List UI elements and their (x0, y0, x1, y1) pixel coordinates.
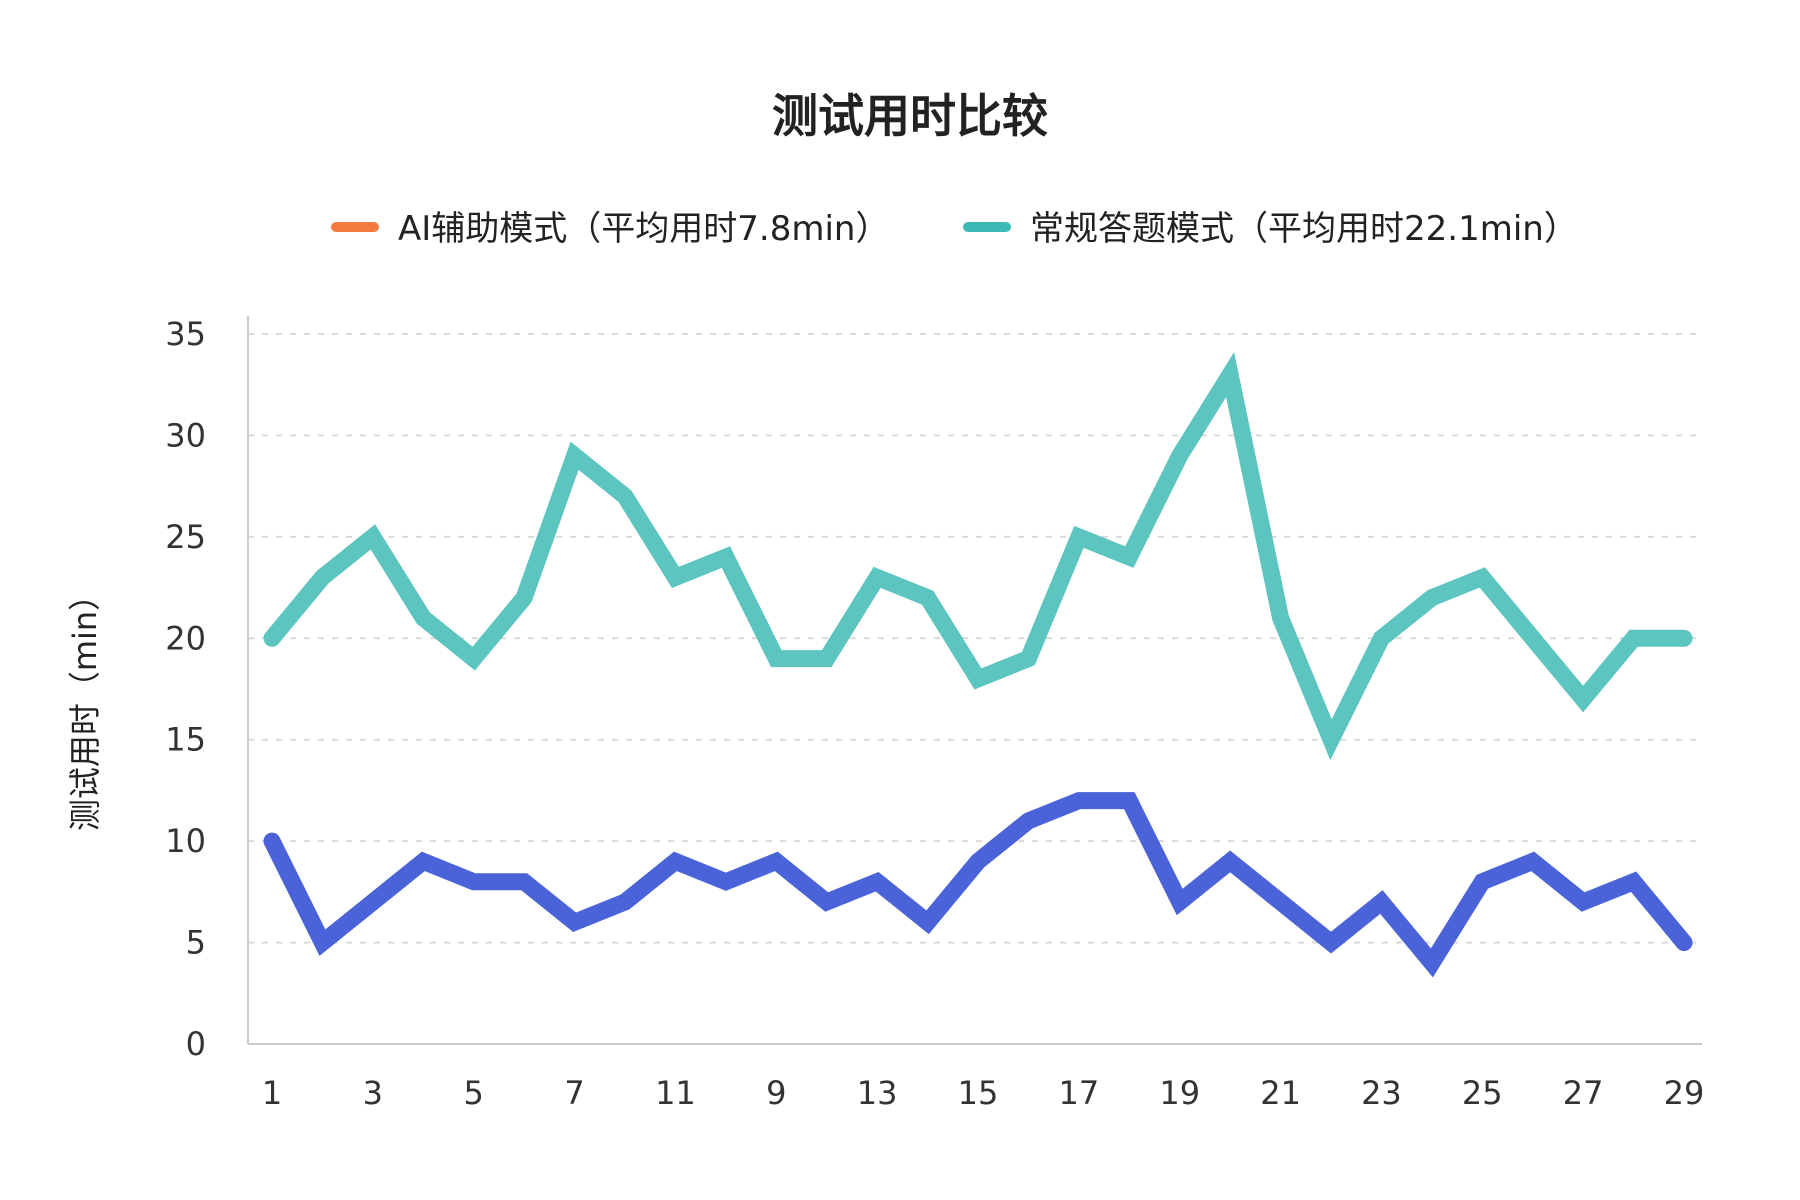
legend-item-ai[interactable]: AI辅助模式（平均用时7.8min） (331, 209, 889, 249)
x-tick-label: 13 (857, 1074, 898, 1112)
x-tick-label: 27 (1563, 1074, 1604, 1112)
legend-label-regular: 常规答题模式（平均用时22.1min） (1030, 209, 1578, 249)
x-tick-label: 5 (464, 1074, 484, 1112)
x-tick-label: 17 (1058, 1074, 1099, 1112)
y-tick-label: 5 (186, 924, 206, 962)
chart-title: 测试用时比较 (772, 89, 1048, 143)
legend-item-regular[interactable]: 常规答题模式（平均用时22.1min） (963, 209, 1578, 249)
x-tick-label: 21 (1260, 1074, 1301, 1112)
y-tick-label: 35 (165, 315, 206, 353)
x-tick-label: 11 (655, 1074, 696, 1112)
x-tick-label: 1 (262, 1074, 282, 1112)
y-axis-label: 测试用时（min） (66, 579, 104, 831)
series-lines (263, 352, 1693, 978)
legend: AI辅助模式（平均用时7.8min） 常规答题模式（平均用时22.1min） (331, 209, 1578, 249)
y-tick-label: 10 (165, 822, 206, 860)
y-tick-label: 30 (165, 416, 206, 454)
x-tick-label: 25 (1462, 1074, 1503, 1112)
y-tick-label: 20 (165, 619, 206, 657)
y-ticks: 0 5 10 15 20 25 30 35 (165, 315, 206, 1063)
x-tick-label: 15 (958, 1074, 999, 1112)
y-tick-label: 15 (165, 721, 206, 759)
x-tick-label: 7 (564, 1074, 584, 1112)
gridlines (248, 333, 1702, 944)
y-tick-label: 0 (186, 1025, 206, 1063)
x-tick-label: 9 (766, 1074, 786, 1112)
legend-label-ai: AI辅助模式（平均用时7.8min） (398, 209, 889, 249)
y-tick-label: 25 (165, 518, 206, 556)
x-tick-label: 3 (363, 1074, 383, 1112)
series-line-regular (263, 352, 1693, 761)
axes (247, 316, 1702, 1045)
series-line-ai (263, 792, 1693, 978)
x-ticks: 1 3 5 7 11 9 13 15 17 19 21 23 25 27 29 (262, 1074, 1705, 1112)
x-tick-label: 23 (1361, 1074, 1402, 1112)
x-tick-label: 29 (1664, 1074, 1705, 1112)
x-tick-label: 19 (1159, 1074, 1200, 1112)
